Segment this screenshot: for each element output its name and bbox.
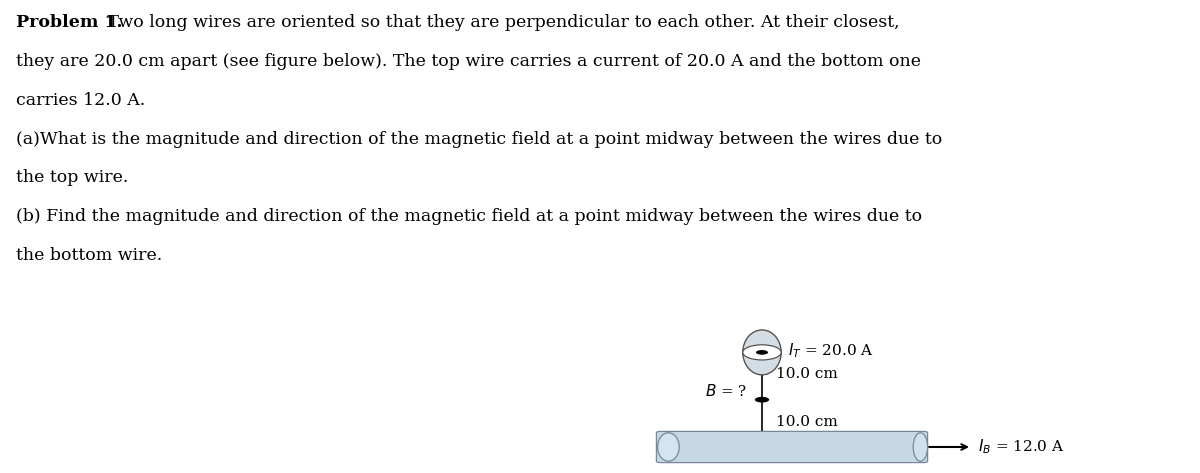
FancyBboxPatch shape bbox=[656, 431, 928, 463]
Text: the top wire.: the top wire. bbox=[16, 169, 128, 186]
Circle shape bbox=[743, 345, 781, 360]
Text: the bottom wire.: the bottom wire. bbox=[16, 247, 162, 264]
Text: $I_B$ = 12.0 A: $I_B$ = 12.0 A bbox=[978, 438, 1064, 456]
Ellipse shape bbox=[913, 433, 928, 461]
Text: $I_T$ = 20.0 A: $I_T$ = 20.0 A bbox=[788, 342, 875, 360]
Ellipse shape bbox=[658, 433, 679, 461]
Circle shape bbox=[755, 397, 769, 403]
Text: Problem 1.: Problem 1. bbox=[16, 14, 122, 31]
Text: they are 20.0 cm apart (see figure below). The top wire carries a current of 20.: they are 20.0 cm apart (see figure below… bbox=[16, 53, 920, 70]
Text: carries 12.0 A.: carries 12.0 A. bbox=[16, 92, 145, 109]
Text: 10.0 cm: 10.0 cm bbox=[776, 367, 838, 381]
Text: (b) Find the magnitude and direction of the magnetic field at a point midway bet: (b) Find the magnitude and direction of … bbox=[16, 208, 922, 225]
Text: (a)What is the magnitude and direction of the magnetic field at a point midway b: (a)What is the magnitude and direction o… bbox=[16, 131, 942, 148]
Text: 10.0 cm: 10.0 cm bbox=[776, 415, 838, 429]
Ellipse shape bbox=[743, 330, 781, 375]
Text: $B$ = ?: $B$ = ? bbox=[706, 383, 748, 399]
Circle shape bbox=[756, 350, 768, 355]
Text: Two long wires are oriented so that they are perpendicular to each other. At the: Two long wires are oriented so that they… bbox=[102, 14, 900, 31]
